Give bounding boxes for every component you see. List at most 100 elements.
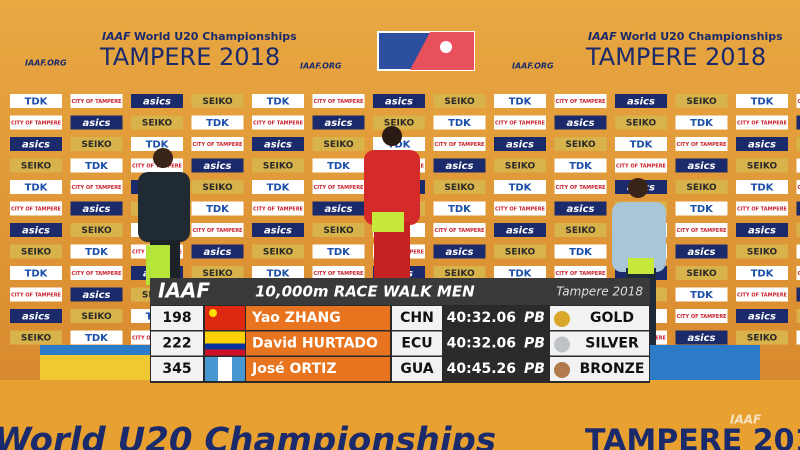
sponsor-logo: SEIKO [191,94,244,108]
sponsor-panel [252,223,304,237]
flag [205,349,245,356]
sponsor-logo: TDK [736,180,788,194]
sponsor-name: CITY OF TAMPERE [495,207,546,213]
sponsor-name: SEIKO [747,334,778,344]
sponsor-panel [796,201,800,216]
sponsor-logo: TDK [131,137,183,151]
name-box [246,357,390,381]
record-note: PB [524,336,545,352]
sponsor-panel [131,94,183,108]
sponsor-logo: asics [70,115,123,130]
sponsor-panel [70,330,123,345]
sponsor-panel [615,94,667,108]
sponsor-panel [494,244,546,259]
sponsor-logo: TDK [736,94,788,108]
sponsor-logo: SEIKO [554,137,607,151]
sponsor-name: TDK [690,118,714,129]
sponsor-name: asics [324,204,352,215]
sponsor-name: asics [385,97,413,108]
sponsor-panel [796,158,800,173]
sponsor-logo: SEIKO [675,266,728,280]
sponsor-panel [736,287,788,302]
sponsor-logo: CITY OF TAMPERE [675,223,728,237]
sponsor-name: CITY OF TAMPERE [495,121,546,127]
sponsor-name: TDK [690,204,714,215]
bib: 222 [162,336,191,352]
sponsor-panel [252,137,304,151]
sponsor-panel [554,180,607,194]
sponsor-name: CITY OF TAMPERE [253,121,304,127]
flag [232,357,245,381]
sponsor-name: TDK [85,247,109,258]
sponsor-name: asics [506,226,534,237]
sponsor-logo: CITY OF TAMPERE [494,201,546,216]
sponsor-logo: asics [736,137,788,151]
medal: GOLD [590,310,634,326]
sponsor-name: CITY OF TAMPERE [435,228,486,234]
sponsor-panel [312,244,365,259]
sponsor-name: TDK [25,97,49,108]
sponsor-panel [736,223,788,237]
sponsor-name: asics [324,118,352,129]
sponsor-logo: SEIKO [675,94,728,108]
sponsor-panel [675,309,728,323]
sponsor-name: SEIKO [81,312,112,322]
sponsor-name: asics [687,247,715,258]
sponsor-logo: TDK [252,266,304,280]
sponsor-logo: asics [796,287,800,302]
sponsor-logo: TDK [736,266,788,280]
sponsor-logo: TDK [615,137,667,151]
sponsor-name: CITY OF TAMPERE [677,314,728,320]
medal-icon [554,311,570,327]
sponsor-name: SEIKO [444,269,475,279]
sponsor-name: SEIKO [565,140,596,150]
sponsor-logo: asics [554,201,607,216]
sponsor-logo: SEIKO [191,180,244,194]
country: ECU [401,336,432,352]
sponsor-logo: asics [796,201,800,216]
sponsor-name: CITY OF TAMPERE [616,164,667,170]
sponsor-panel [433,158,486,173]
sponsor-wall: TDK CITY OF TAMPERE asics SEIKO TDK CITY OF T… [10,94,800,345]
sponsor-panel [675,137,728,151]
sponsor-logo: SEIKO [796,309,800,323]
flag [205,331,245,344]
sponsor-panel [675,266,728,280]
footer-city: TAMPERE 2018 [585,424,800,450]
sponsor-panel [675,115,728,130]
bib: 198 [162,310,191,326]
sponsor-logo: TDK [554,244,607,259]
sponsor-name: TDK [751,269,775,280]
sponsor-panel [796,137,800,151]
athlete-name: José ORTIZ [251,361,337,377]
sponsor-name: CITY OF TAMPERE [314,271,365,277]
sponsor-logo: SEIKO [554,223,607,237]
footer-banner [0,380,800,450]
bib-box [151,306,203,330]
sponsor-name: asics [506,140,534,151]
podium-step [40,355,150,380]
sponsor-panel [191,244,244,259]
footer-title: World U20 Championships [0,421,496,450]
sponsor-name: CITY OF TAMPERE [556,99,607,105]
sponsor-logo: TDK [796,158,800,173]
sponsor-panel [10,115,62,130]
sponsor-name: TDK [85,333,109,344]
name-box [246,306,390,330]
sponsor-logo: TDK [796,330,800,345]
sponsor-panel [70,309,123,323]
sponsor-name: TDK [509,183,533,194]
sponsor-panel [615,158,667,173]
sponsor-name: TDK [85,161,109,172]
sponsor-panel [131,115,183,130]
sponsor-logo: TDK [312,244,365,259]
sponsor-logo: CITY OF TAMPERE [10,115,62,130]
sponsor-panel [675,94,728,108]
sponsor-panel [70,115,123,130]
sponsor-panel [312,94,365,108]
sponsor-name: asics [82,118,110,129]
sponsor-logo: CITY OF TAMPERE [736,201,788,216]
sponsor-logo: asics [675,244,728,259]
sponsor-panel [70,266,123,280]
